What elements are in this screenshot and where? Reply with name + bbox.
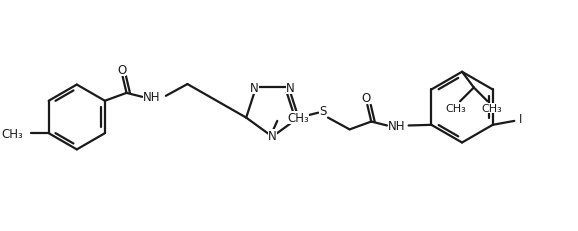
Text: CH₃: CH₃: [1, 127, 23, 140]
Text: S: S: [320, 105, 327, 118]
Text: O: O: [362, 92, 371, 105]
Text: NH: NH: [388, 119, 406, 132]
Text: CH₃: CH₃: [446, 104, 466, 114]
Text: N: N: [268, 130, 277, 143]
Text: O: O: [117, 64, 126, 76]
Text: NH: NH: [143, 91, 161, 104]
Text: CH₃: CH₃: [287, 112, 309, 125]
Text: CH₃: CH₃: [481, 104, 502, 114]
Text: I: I: [519, 113, 523, 126]
Text: N: N: [250, 82, 258, 95]
Text: N: N: [286, 82, 295, 95]
